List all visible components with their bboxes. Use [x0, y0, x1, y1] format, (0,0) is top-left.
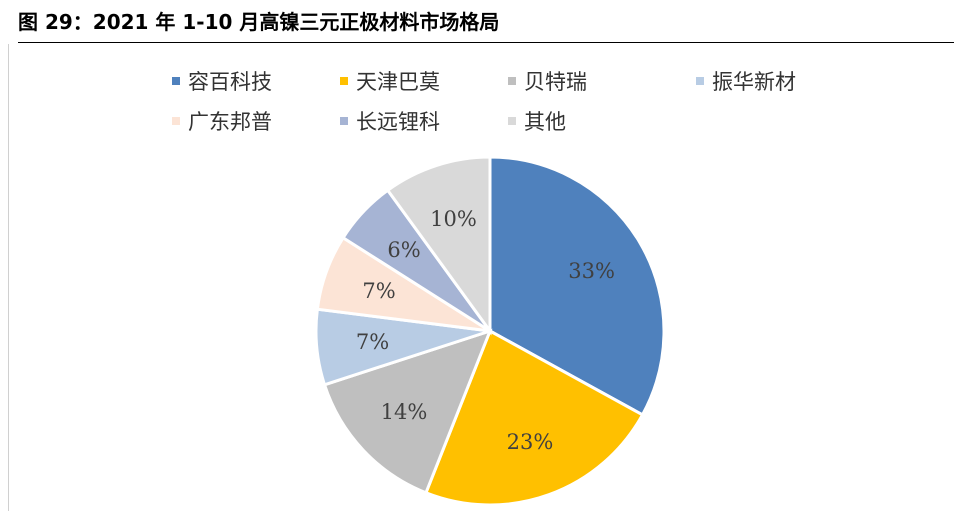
legend-label-6: 其他	[524, 110, 566, 134]
legend-label-3: 振华新材	[712, 70, 796, 94]
chart-legend: 容百科技 天津巴莫 贝特瑞 振华新材 广东邦普 长远锂科 其他	[0, 66, 954, 146]
pie-data-label-2: 14%	[381, 400, 428, 424]
figure-title: 图 29：2021 年 1-10 月高镍三元正极材料市场格局	[18, 10, 500, 34]
pie-slice-1	[424, 328, 645, 507]
legend-swatch-4	[172, 117, 180, 125]
pie-slice-0	[488, 155, 666, 417]
pie-data-label-3: 7%	[356, 330, 389, 354]
legend-label-5: 长远锂科	[356, 110, 440, 134]
legend-item-5: 长远锂科	[340, 106, 440, 136]
legend-item-3: 振华新材	[696, 66, 796, 96]
legend-swatch-3	[696, 77, 704, 85]
legend-label-4: 广东邦普	[188, 110, 272, 134]
title-rule	[18, 42, 954, 43]
legend-item-4: 广东邦普	[172, 106, 272, 136]
legend-swatch-6	[508, 117, 516, 125]
legend-label-2: 贝特瑞	[524, 70, 587, 94]
legend-item-2: 贝特瑞	[508, 66, 587, 96]
legend-swatch-1	[340, 77, 348, 85]
legend-item-6: 其他	[508, 106, 566, 136]
pie-data-label-0: 33%	[568, 259, 615, 283]
legend-swatch-5	[340, 117, 348, 125]
legend-label-1: 天津巴莫	[356, 70, 440, 94]
legend-swatch-2	[508, 77, 516, 85]
frame-border	[8, 44, 9, 511]
pie-data-label-1: 23%	[507, 430, 554, 454]
pie-data-label-5: 6%	[387, 238, 420, 262]
pie-slice-6	[385, 155, 492, 336]
pie-data-label-6: 10%	[430, 207, 477, 231]
legend-item-0: 容百科技	[172, 66, 272, 96]
pie-data-label-4: 7%	[362, 279, 395, 303]
legend-swatch-0	[172, 77, 180, 85]
legend-label-0: 容百科技	[188, 70, 272, 94]
legend-item-1: 天津巴莫	[340, 66, 440, 96]
